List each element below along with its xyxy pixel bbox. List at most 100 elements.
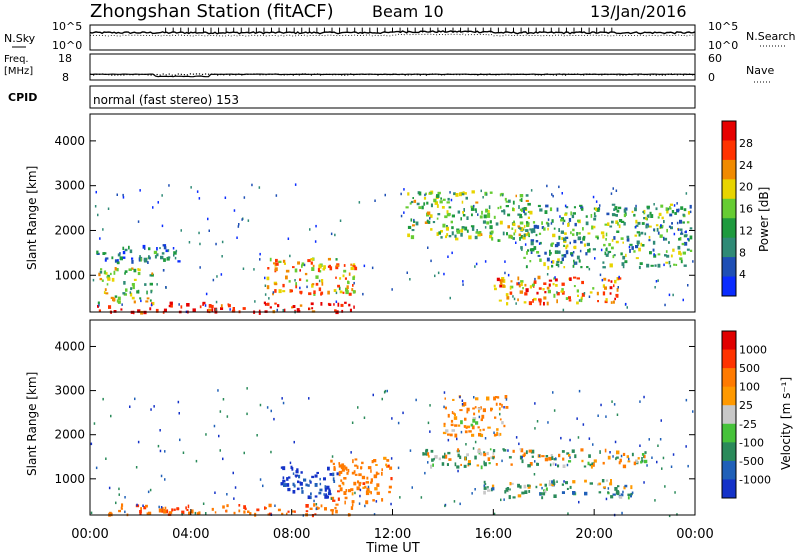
heatmap-cell [152, 301, 155, 306]
nave-point [474, 73, 476, 76]
heatmap-cell [671, 222, 673, 225]
heatmap-cell [456, 465, 460, 469]
heatmap-cell [646, 217, 648, 221]
heatmap-cell [286, 512, 288, 515]
heatmap-cell [593, 212, 596, 215]
heatmap-cell [593, 217, 597, 221]
heatmap-cell [661, 225, 664, 228]
nave-point [422, 73, 424, 75]
heatmap-cell [234, 486, 237, 489]
heatmap-cell [588, 248, 591, 251]
nave-point [483, 74, 485, 76]
heatmap-cell [565, 206, 569, 209]
heatmap-cell [185, 506, 187, 510]
heatmap-cell [219, 449, 221, 452]
heatmap-cell [484, 191, 488, 196]
heatmap-cell [335, 300, 338, 303]
heatmap-cell [305, 510, 309, 513]
nave-point [362, 73, 364, 75]
heatmap-cell [661, 467, 663, 470]
heatmap-cell [621, 511, 623, 515]
heatmap-cell [475, 421, 479, 425]
heatmap-cell [471, 492, 473, 495]
heatmap-cell [344, 500, 346, 505]
heatmap-cell [536, 462, 539, 466]
colorbar-tick: -1000 [739, 473, 771, 486]
heatmap-cell [546, 184, 548, 188]
heatmap-cell [587, 249, 591, 253]
heatmap-cell [669, 213, 673, 217]
heatmap-cell [522, 454, 525, 458]
heatmap-cell [436, 232, 439, 236]
heatmap-cell [353, 305, 355, 309]
heatmap-cell [557, 258, 560, 262]
heatmap-cell [440, 236, 443, 239]
nave-point [256, 73, 258, 75]
heatmap-cell [352, 284, 354, 287]
heatmap-cell [334, 233, 336, 237]
heatmap-cell [178, 303, 180, 306]
heatmap-cell [529, 210, 533, 215]
heatmap-cell [687, 464, 689, 468]
heatmap-cell [460, 420, 463, 425]
heatmap-cell [527, 210, 531, 213]
heatmap-cell [171, 508, 174, 512]
heatmap-cell [304, 272, 308, 276]
heatmap-cell [537, 254, 541, 257]
heatmap-cell [289, 461, 292, 465]
heatmap-cell [461, 193, 465, 196]
nave-point [413, 73, 415, 75]
heatmap-cell [154, 255, 157, 259]
heatmap-cell [607, 279, 610, 282]
heatmap-cell [666, 254, 670, 258]
nave-point [229, 74, 231, 76]
heatmap-cell [527, 216, 530, 219]
heatmap-cell [585, 252, 588, 256]
heatmap-cell [612, 455, 614, 458]
heatmap-cell [431, 458, 434, 462]
heatmap-cell [445, 235, 448, 239]
heatmap-cell [164, 478, 166, 481]
heatmap-cell [496, 396, 500, 399]
heatmap-cell [339, 277, 342, 280]
heatmap-cell [397, 466, 400, 470]
heatmap-cell [453, 192, 456, 196]
nave-point [247, 73, 249, 75]
heatmap-cell [211, 507, 214, 511]
nave-point [471, 73, 473, 76]
heatmap-cell [635, 224, 639, 227]
heatmap-cell [331, 510, 334, 515]
nave-point [567, 73, 570, 75]
heatmap-cell [145, 300, 149, 303]
x-axis: 00:00 04:00 08:00 12:00 16:00 20:00 00:00 [71, 509, 714, 542]
y-tick-label: 4000 [54, 134, 85, 148]
heatmap-cell [434, 455, 438, 459]
heatmap-cell [592, 287, 595, 290]
heatmap-cell [137, 309, 141, 313]
heatmap-cell [158, 508, 162, 513]
nave-point [117, 74, 119, 76]
heatmap-cell [105, 257, 109, 260]
heatmap-cell [493, 431, 495, 434]
heatmap-cell [682, 213, 685, 217]
heatmap-cell [513, 297, 516, 301]
heatmap-cell [577, 294, 579, 297]
heatmap-cell [600, 248, 603, 252]
heatmap-cell [563, 480, 565, 483]
heatmap-cell [445, 429, 449, 433]
heatmap-cell [471, 213, 473, 217]
heatmap-cell [367, 466, 372, 470]
heatmap-cell [566, 452, 570, 455]
heatmap-cell [337, 284, 340, 288]
heatmap-cell [677, 228, 680, 231]
heatmap-cell [446, 210, 449, 214]
heatmap-cell [599, 273, 602, 277]
heatmap-cell [424, 471, 426, 475]
heatmap-cell [622, 464, 627, 469]
heatmap-cell [259, 403, 262, 407]
heatmap-cell [596, 236, 599, 240]
nave-point [543, 74, 545, 76]
colorbar-swatch [722, 479, 736, 499]
